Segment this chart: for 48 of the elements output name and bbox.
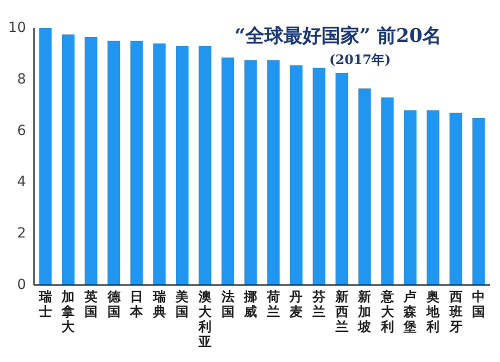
bar xyxy=(267,60,280,285)
x-tick-label: 挪威 xyxy=(243,290,258,320)
bar xyxy=(176,46,188,285)
x-tick-label: 法国 xyxy=(220,290,234,320)
bar xyxy=(108,40,120,285)
x-tick-label: 新加坡 xyxy=(357,289,372,335)
bar xyxy=(426,110,440,285)
bar xyxy=(472,118,485,285)
bar xyxy=(222,58,234,285)
x-tick-label: 丹麦 xyxy=(288,290,303,320)
x-tick-label: 美国 xyxy=(174,289,189,320)
bar xyxy=(62,34,74,285)
y-tick-label: 2 xyxy=(17,226,26,242)
x-tick-label: 德国 xyxy=(106,290,122,320)
bar xyxy=(450,112,462,285)
bar xyxy=(153,43,166,285)
y-tick-label: 10 xyxy=(8,20,26,36)
bar xyxy=(244,60,257,285)
bar xyxy=(130,40,143,285)
x-tick-label: 瑞典 xyxy=(152,290,166,320)
bar xyxy=(39,28,52,285)
bar xyxy=(312,68,326,285)
x-tick-label: 荷兰 xyxy=(266,289,280,320)
bar xyxy=(290,65,302,285)
y-tick-label: 8 xyxy=(17,71,26,88)
text: (2017年) xyxy=(329,53,391,68)
x-tick-label: 加拿大 xyxy=(60,290,76,335)
bar xyxy=(84,36,98,285)
x-tick-label: 意大利 xyxy=(380,289,395,335)
x-tick-label: 奥地利 xyxy=(426,290,440,335)
x-tick-label: 新西兰 xyxy=(334,289,348,335)
x-tick-label: 英国 xyxy=(84,290,98,320)
x-tick-label: 中国 xyxy=(472,290,486,320)
y-tick-label: 6 xyxy=(17,122,26,139)
bar xyxy=(336,72,348,285)
x-tick-label: 卢森堡 xyxy=(402,290,418,335)
x-tick-label: 西班牙 xyxy=(448,290,462,335)
bar xyxy=(358,88,371,285)
y-tick-label: 0 xyxy=(17,277,26,293)
x-tick-label: 日本 xyxy=(129,290,144,320)
x-tick-label: 澳大利亚 xyxy=(198,290,212,350)
x-tick-label: 芬兰 xyxy=(312,290,326,320)
bar xyxy=(381,97,394,285)
y-tick-label: 4 xyxy=(17,174,26,190)
x-tick-label: 瑞士 xyxy=(38,290,52,320)
bar xyxy=(404,110,416,285)
chart-title: “全球最好国家” 前20名 xyxy=(234,25,442,47)
bar xyxy=(198,46,212,285)
